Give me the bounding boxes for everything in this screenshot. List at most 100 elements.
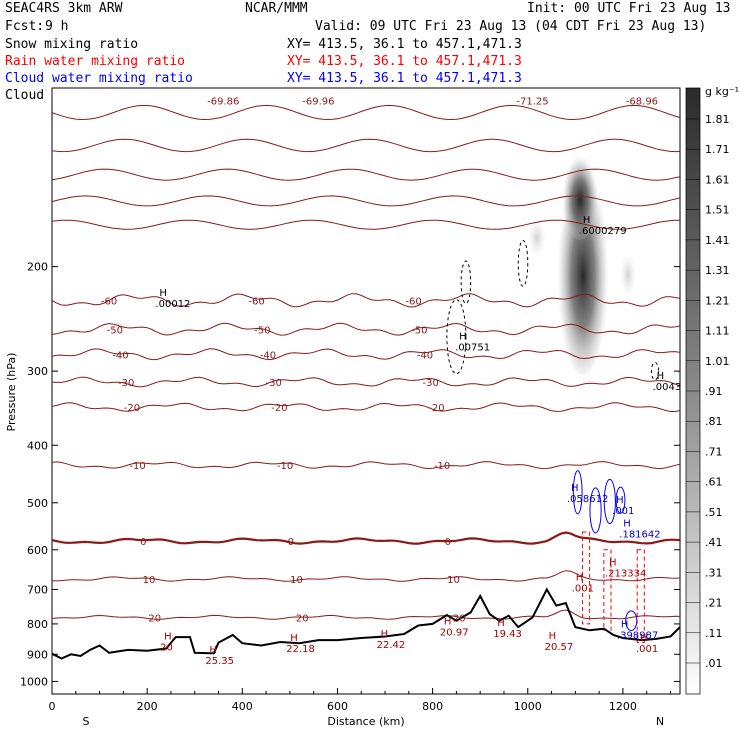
maximum-label-14: 22.42: [377, 640, 406, 651]
x-tick-label-1: 200: [137, 700, 158, 713]
x-tick-label-5: 1000: [514, 700, 542, 713]
maximum-label-12: 19.43: [493, 629, 522, 640]
colorbar-label-7: 1.11: [705, 325, 730, 338]
x-tick-label-0: 0: [49, 700, 56, 713]
x-axis: 0 200 400 600 800 1000 1200: [49, 688, 671, 713]
colorbar-label-9: .91: [705, 385, 723, 398]
y-tick-label-1: 300: [27, 365, 48, 378]
maximum-marker-5: H: [616, 495, 624, 506]
isotherm-line--30: [52, 376, 680, 388]
maximum-label-2: .6000279: [579, 226, 627, 237]
model-title: SEAC4RS 3km ARW: [5, 1, 123, 16]
field-xy-1: XY= 413.5, 36.1 to 457.1,471.3: [287, 54, 522, 69]
maximum-label-7: .213334: [605, 568, 646, 579]
colorbar-label-8: 1.01: [705, 355, 730, 368]
y-tick-label-6: 800: [27, 618, 48, 631]
maximum-label-6: .181642: [619, 530, 660, 541]
maximum-label-5: .001: [612, 506, 634, 517]
maximum-label-17: 20: [160, 642, 173, 653]
temperature-isotherms: [52, 104, 680, 620]
maximum-marker-10: H: [640, 633, 648, 644]
forecast-value: 9 h: [45, 19, 68, 34]
cloud-water-contour-2: [603, 478, 616, 525]
maximum-marker-14: H: [381, 629, 389, 640]
maximum-label-8: .001: [572, 584, 594, 595]
isotherm-label-10: 10: [143, 575, 156, 586]
maximum-label-3: .00438: [653, 382, 688, 393]
maximum-marker-8: H: [576, 573, 584, 584]
isotherm-upper-line: [52, 168, 680, 181]
field-label-1: Rain water mixing ratio: [5, 54, 185, 69]
colorbar-label-14: .41: [705, 536, 723, 549]
maximum-label-16: 25.35: [205, 656, 234, 667]
colorbar-label-10: .81: [705, 415, 723, 428]
isotherm-label--40: -40: [417, 350, 433, 361]
y-tick-label-8: 1000: [20, 675, 48, 688]
rain-water-contour-2: [636, 549, 645, 644]
isotherm-upper-line: [52, 104, 680, 121]
isotherm-line-0: [52, 531, 680, 545]
field-label-2: Cloud water mixing ratio: [5, 71, 193, 86]
isotherm-top-label-3: -68.96: [626, 97, 658, 108]
isotherm-line--20: [52, 402, 680, 412]
x-tick-label-4: 800: [422, 700, 443, 713]
field-label-0: Snow mixing ratio: [5, 37, 138, 52]
y-tick-label-7: 900: [27, 648, 48, 661]
x-tick-label-6: 1200: [609, 700, 637, 713]
maximum-marker-3: H: [657, 371, 665, 382]
maximum-label-11: 20.97: [440, 627, 469, 638]
cloud-water-contour-1: [589, 487, 602, 534]
isotherm-label--50: -50: [411, 325, 427, 336]
colorbar-unit: g kg⁻¹: [705, 85, 739, 98]
isotherm-label--60: -60: [101, 296, 117, 307]
valid-time: Valid: 09 UTC Fri 23 Aug 13 (04 CDT Fri …: [315, 19, 706, 34]
maximum-marker-6: H: [623, 519, 631, 530]
isotherm-label-10: 10: [290, 575, 303, 586]
colorbar-label-12: .61: [705, 476, 723, 489]
x-axis-label: Distance (km): [327, 715, 404, 728]
colorbar-label-17: .11: [705, 627, 723, 640]
maximum-marker-9: H: [621, 619, 629, 630]
isotherm-label--20: -20: [428, 403, 444, 414]
header: SEAC4RS 3km ARW NCAR/MMM Init: 00 UTC Fr…: [5, 1, 731, 34]
maximum-marker-11: H: [444, 616, 452, 627]
colorbar-label-16: .21: [705, 597, 723, 610]
isotherm-label--40: -40: [260, 350, 276, 361]
isotherm-label--40: -40: [112, 350, 128, 361]
isotherm-line-10: [52, 570, 680, 582]
cloud-water-contour-3: [615, 486, 626, 514]
maximum-label-0: .00012: [155, 299, 190, 310]
y-tick-label-2: 400: [27, 439, 48, 452]
cloud-ice-contour-1: [517, 240, 529, 287]
rain-water-contour-0: [581, 531, 591, 625]
isotherm-label--30: -30: [266, 378, 282, 389]
forecast-label: Fcst:: [5, 19, 44, 34]
colorbar-label-2: 1.61: [705, 173, 730, 186]
isotherm-label-0: 0: [288, 537, 294, 548]
colorbar-label-11: .71: [705, 445, 723, 458]
colorbar-label-0: 1.81: [705, 113, 730, 126]
isotherm-line--40: [52, 348, 680, 361]
init-time: Init: 00 UTC Fri 23 Aug 13: [527, 1, 731, 16]
isotherm-label--10: -10: [129, 461, 145, 472]
maximum-marker-15: H: [290, 633, 298, 644]
colorbar-label-4: 1.41: [705, 234, 730, 247]
maximum-marker-2: H: [583, 215, 591, 226]
x-right-end-label: N: [656, 715, 664, 728]
isotherm-label-20: 20: [148, 613, 161, 624]
isotherm-label-20: 20: [296, 613, 309, 624]
isotherm-label-10: 10: [447, 575, 460, 586]
isotherm-label--30: -30: [118, 378, 134, 389]
field-xy-2: XY= 413.5, 36.1 to 457.1,471.3: [287, 71, 522, 86]
cloud-ice-contour-3: [460, 260, 472, 305]
center-title: NCAR/MMM: [245, 1, 308, 16]
cloud-ice-contour-2: [650, 362, 660, 381]
colorbar-label-5: 1.31: [705, 264, 730, 277]
maximum-label-10: .001: [636, 644, 658, 655]
terrain: [52, 587, 680, 660]
colorbar-label-15: .31: [705, 566, 723, 579]
isotherm-top-label-2: -71.25: [516, 97, 548, 108]
